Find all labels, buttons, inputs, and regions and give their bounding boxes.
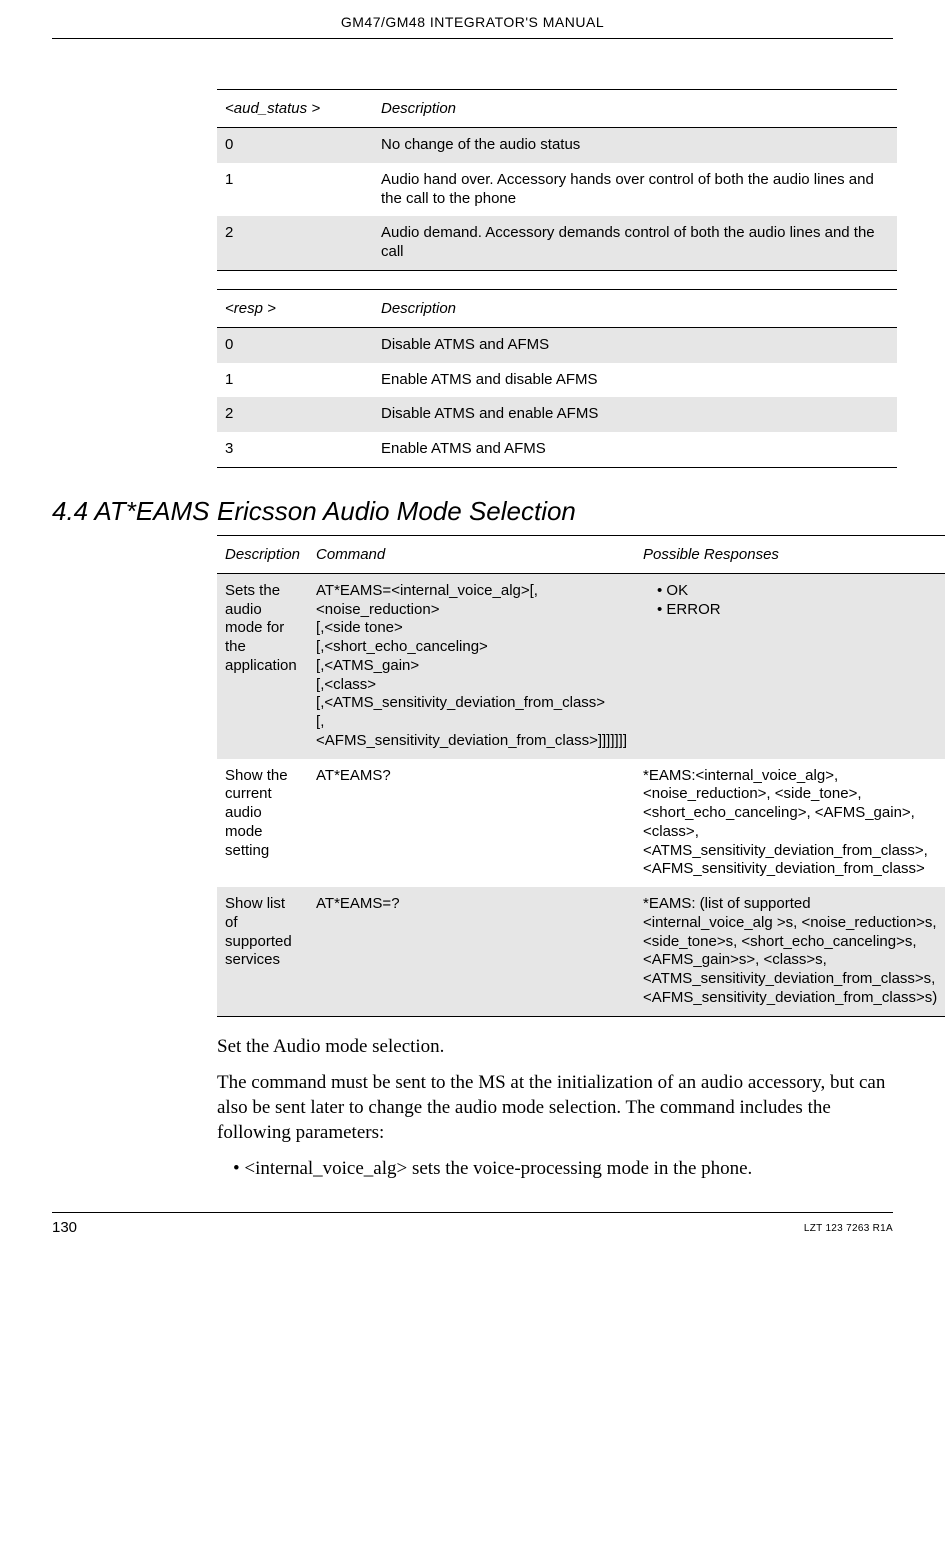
- table-header: <resp >: [217, 289, 373, 327]
- paragraph: The command must be sent to the MS at th…: [217, 1071, 893, 1145]
- aud-status-table: <aud_status > Description 0 No change of…: [217, 89, 897, 271]
- table-header: Possible Responses: [635, 535, 945, 573]
- resp-table: <resp > Description 0 Disable ATMS and A…: [217, 289, 897, 468]
- cell: Show list of supported services: [217, 887, 308, 1016]
- response-list: OK ERROR: [643, 582, 937, 620]
- bullet-list: <internal_voice_alg> sets the voice-proc…: [217, 1157, 893, 1182]
- cell: Sets the audio mode for the application: [217, 573, 308, 758]
- table-row: Show the current audio mode setting AT*E…: [217, 759, 945, 888]
- table-header: Description: [373, 90, 897, 128]
- cell: 0: [217, 128, 373, 163]
- cell: Enable ATMS and AFMS: [373, 432, 897, 467]
- page-header: GM47/GM48 INTEGRATOR'S MANUAL: [52, 0, 893, 39]
- cell: 3: [217, 432, 373, 467]
- cell: 2: [217, 216, 373, 270]
- table-header: Command: [308, 535, 635, 573]
- section-number: 4.4 AT*EAMS: [52, 496, 217, 527]
- cell: 2: [217, 397, 373, 432]
- list-item: OK: [657, 582, 937, 601]
- cell: Disable ATMS and AFMS: [373, 327, 897, 362]
- cell: No change of the audio status: [373, 128, 897, 163]
- list-item: ERROR: [657, 601, 937, 620]
- document-id: LZT 123 7263 R1A: [804, 1223, 893, 1234]
- table-row: Show list of supported services AT*EAMS=…: [217, 887, 945, 1016]
- table-row: 1 Audio hand over. Accessory hands over …: [217, 163, 897, 217]
- cell: Disable ATMS and enable AFMS: [373, 397, 897, 432]
- page: GM47/GM48 INTEGRATOR'S MANUAL <aud_statu…: [0, 0, 945, 1249]
- table-row: 0 No change of the audio status: [217, 128, 897, 163]
- resp-table-wrap: <resp > Description 0 Disable ATMS and A…: [217, 289, 893, 468]
- table-row: 0 Disable ATMS and AFMS: [217, 327, 897, 362]
- section-heading: 4.4 AT*EAMS Ericsson Audio Mode Selectio…: [52, 496, 893, 527]
- cell: Show the current audio mode setting: [217, 759, 308, 888]
- cell: 1: [217, 363, 373, 398]
- cell: 1: [217, 163, 373, 217]
- body-text: Set the Audio mode selection. The comman…: [217, 1035, 893, 1182]
- eams-table-wrap: Description Command Possible Responses S…: [217, 535, 893, 1017]
- paragraph: Set the Audio mode selection.: [217, 1035, 893, 1060]
- eams-table: Description Command Possible Responses S…: [217, 535, 945, 1017]
- page-footer: 130 LZT 123 7263 R1A: [52, 1212, 893, 1249]
- table-row: 3 Enable ATMS and AFMS: [217, 432, 897, 467]
- cell: *EAMS: (list of supported <internal_voic…: [635, 887, 945, 1016]
- table-row: 2 Disable ATMS and enable AFMS: [217, 397, 897, 432]
- page-number: 130: [52, 1219, 77, 1236]
- list-item: <internal_voice_alg> sets the voice-proc…: [233, 1157, 893, 1182]
- section-title: Ericsson Audio Mode Selection: [217, 496, 576, 527]
- table-header: Description: [373, 289, 897, 327]
- cell: 0: [217, 327, 373, 362]
- cell: AT*EAMS?: [308, 759, 635, 888]
- cell: AT*EAMS=<internal_voice_alg>[,<noise_red…: [308, 573, 635, 758]
- cell: AT*EAMS=?: [308, 887, 635, 1016]
- cell: OK ERROR: [635, 573, 945, 758]
- cell: Audio hand over. Accessory hands over co…: [373, 163, 897, 217]
- header-title: GM47/GM48 INTEGRATOR'S MANUAL: [341, 14, 604, 30]
- table-row: Sets the audio mode for the application …: [217, 573, 945, 758]
- table-header: Description: [217, 535, 308, 573]
- table-header: <aud_status >: [217, 90, 373, 128]
- cell: *EAMS:<internal_voice_alg>, <noise_reduc…: [635, 759, 945, 888]
- aud-status-table-wrap: <aud_status > Description 0 No change of…: [217, 89, 893, 271]
- table-row: 1 Enable ATMS and disable AFMS: [217, 363, 897, 398]
- table-row: 2 Audio demand. Accessory demands contro…: [217, 216, 897, 270]
- content-area: <aud_status > Description 0 No change of…: [0, 39, 945, 1182]
- cell: Enable ATMS and disable AFMS: [373, 363, 897, 398]
- cell: Audio demand. Accessory demands control …: [373, 216, 897, 270]
